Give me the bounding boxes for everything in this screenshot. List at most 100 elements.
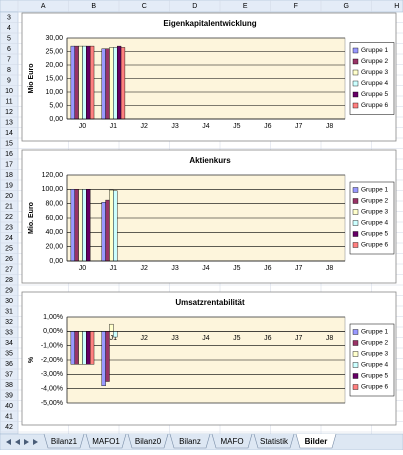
y-axis-title: Mio. Euro xyxy=(28,202,35,234)
tab-nav-button[interactable] xyxy=(33,439,38,445)
legend-swatch xyxy=(352,58,359,65)
sheet-tab-label[interactable]: MAFO1 xyxy=(92,437,120,446)
column-header[interactable]: F xyxy=(294,3,298,10)
row-header[interactable]: 39 xyxy=(5,393,13,400)
sheet-tab[interactable] xyxy=(85,433,127,449)
bar xyxy=(89,331,95,365)
legend-swatch xyxy=(352,198,359,204)
tab-nav-button[interactable] xyxy=(24,439,29,445)
x-tick-label: J4 xyxy=(202,123,210,130)
column-header[interactable]: C xyxy=(142,3,147,10)
bar xyxy=(105,199,110,262)
row-header[interactable]: 40 xyxy=(5,403,13,410)
row-header[interactable]: 11 xyxy=(5,99,12,106)
row-header[interactable]: 20 xyxy=(5,193,13,200)
row-header[interactable]: 33 xyxy=(5,330,13,337)
column-header[interactable]: D xyxy=(192,3,197,10)
bar xyxy=(113,190,118,262)
sheet-tab[interactable] xyxy=(43,433,85,449)
row-header[interactable]: 22 xyxy=(5,214,13,221)
row-header[interactable]: 26 xyxy=(5,256,13,263)
row-header[interactable]: 21 xyxy=(5,204,13,211)
row-header[interactable]: 13 xyxy=(5,120,13,127)
sheet-tab-label[interactable]: Bilanz0 xyxy=(135,437,162,446)
row-header[interactable]: 7 xyxy=(7,57,11,64)
y-tick-label: 30,00 xyxy=(45,35,63,42)
legend-swatch xyxy=(352,231,359,237)
row-header[interactable]: 8 xyxy=(7,67,11,74)
bar xyxy=(70,45,75,120)
x-tick-label: J3 xyxy=(171,335,179,342)
sheet-tab-label[interactable]: MAFO xyxy=(220,437,243,446)
row-header[interactable]: 4 xyxy=(7,25,11,32)
sheet-tab[interactable] xyxy=(211,433,253,449)
row-header[interactable]: 30 xyxy=(5,298,13,305)
row-header[interactable]: 35 xyxy=(5,351,13,358)
row-header[interactable]: 32 xyxy=(5,319,13,326)
bar xyxy=(74,45,79,120)
y-tick-label: 15,00 xyxy=(45,75,63,82)
row-header[interactable]: 14 xyxy=(5,130,13,137)
row-header[interactable]: 3 xyxy=(7,15,11,22)
row-header[interactable]: 18 xyxy=(5,172,13,179)
legend-swatch xyxy=(352,80,359,87)
sheet-tab[interactable] xyxy=(127,433,169,449)
bar xyxy=(89,45,95,120)
row-header[interactable]: 42 xyxy=(5,424,13,431)
sheet-tab-label[interactable]: Bilder xyxy=(305,437,328,446)
row-header[interactable]: 28 xyxy=(5,277,13,284)
bar xyxy=(78,189,83,262)
sheet-tab[interactable] xyxy=(253,433,295,449)
column-header[interactable]: H xyxy=(394,3,399,10)
y-tick-label: 40,00 xyxy=(45,229,63,236)
row-header[interactable]: 24 xyxy=(5,235,13,242)
row-header[interactable]: 41 xyxy=(5,414,13,421)
y-tick-label: -2,00% xyxy=(41,357,63,364)
row-header[interactable]: 9 xyxy=(7,78,11,85)
x-tick-label: J2 xyxy=(141,335,149,342)
sheet-tab-label[interactable]: Bilanz1 xyxy=(51,437,78,446)
row-header[interactable]: 16 xyxy=(5,151,13,158)
bar xyxy=(101,202,106,262)
row-header[interactable]: 23 xyxy=(5,225,13,232)
row-header[interactable]: 37 xyxy=(5,372,13,379)
row-header[interactable]: 31 xyxy=(5,309,13,316)
row-header[interactable]: 12 xyxy=(5,109,13,116)
tab-nav-button[interactable] xyxy=(15,439,20,445)
sheet-tab[interactable] xyxy=(295,433,337,449)
y-tick-label: 20,00 xyxy=(45,244,63,251)
tab-nav-button[interactable] xyxy=(6,439,11,445)
x-tick-label: J5 xyxy=(233,265,241,272)
row-header[interactable]: 17 xyxy=(5,162,13,169)
x-tick-label: J0 xyxy=(79,265,87,272)
row-header[interactable]: 25 xyxy=(5,246,13,253)
row-header[interactable]: 29 xyxy=(5,288,13,295)
legend-label: Gruppe 6 xyxy=(361,102,388,109)
y-tick-label: 1,00% xyxy=(43,314,63,321)
column-header[interactable]: A xyxy=(41,3,46,10)
bar xyxy=(120,47,126,120)
legend-swatch xyxy=(352,69,359,76)
column-header[interactable]: G xyxy=(344,3,349,10)
x-tick-label: J7 xyxy=(295,335,303,342)
row-header[interactable]: 19 xyxy=(5,183,13,190)
row-header[interactable]: 6 xyxy=(7,46,11,53)
row-header[interactable]: 34 xyxy=(5,340,13,347)
column-header[interactable]: E xyxy=(243,3,248,10)
row-header[interactable]: 15 xyxy=(5,141,13,148)
x-tick-label: J1 xyxy=(110,123,118,130)
row-header[interactable]: 27 xyxy=(5,267,13,274)
bar xyxy=(109,189,114,262)
sheet-tab-label[interactable]: Bilanz xyxy=(179,437,201,446)
row-header[interactable]: 5 xyxy=(7,36,11,43)
bar xyxy=(78,331,83,365)
sheet-tab[interactable] xyxy=(169,433,211,449)
sheet-tab-label[interactable]: Statistik xyxy=(260,437,289,446)
row-header[interactable]: 36 xyxy=(5,361,13,368)
legend-label: Gruppe 5 xyxy=(361,373,388,380)
row-header[interactable]: 38 xyxy=(5,382,13,389)
column-header[interactable]: B xyxy=(91,3,96,10)
row-header[interactable]: 10 xyxy=(5,88,13,95)
legend-swatch xyxy=(352,384,359,390)
